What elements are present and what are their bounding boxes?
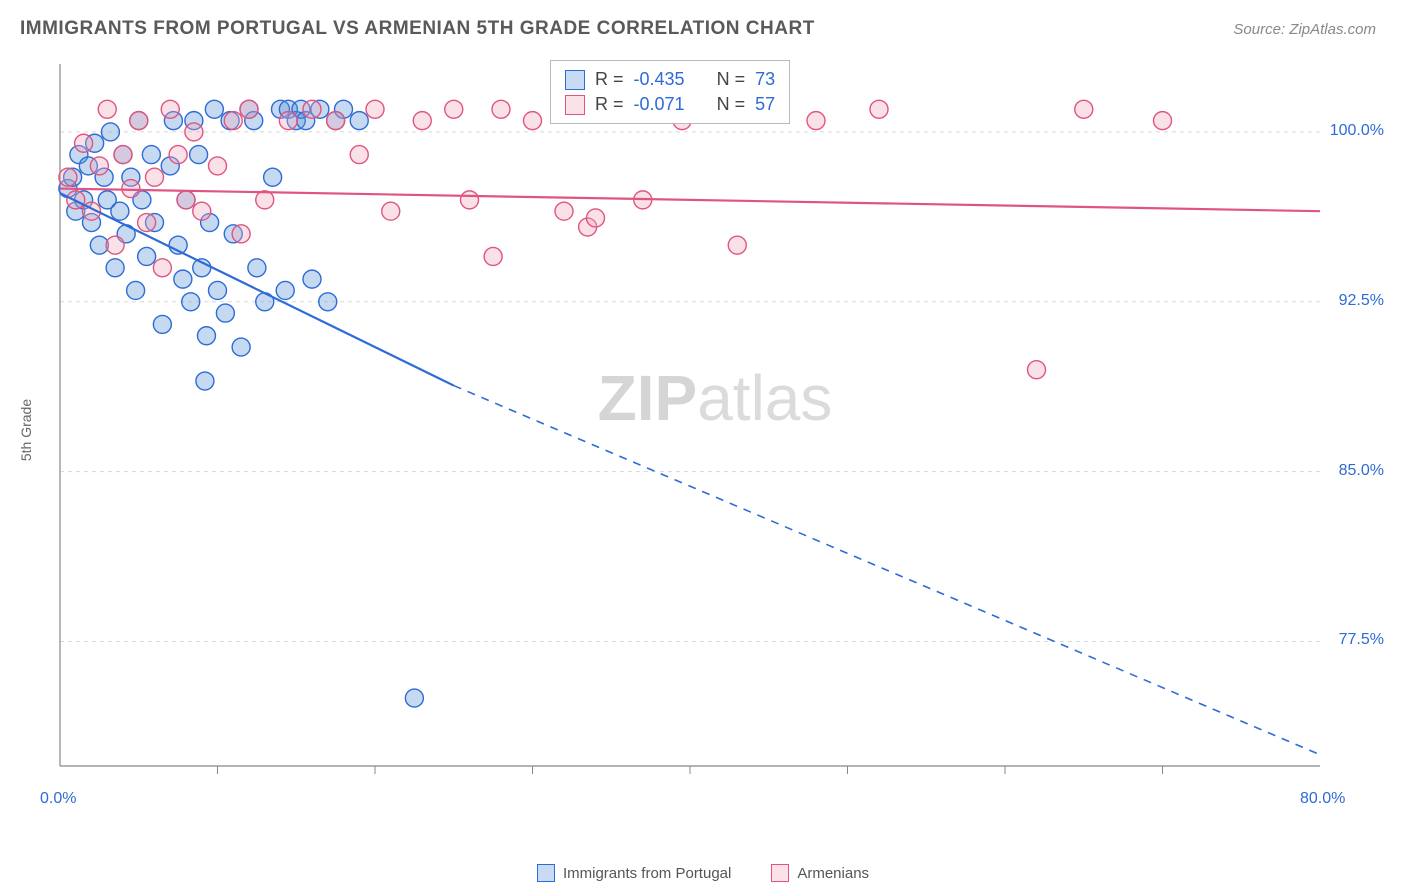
legend-swatch xyxy=(537,864,555,882)
legend-swatch xyxy=(771,864,789,882)
chart-area: ZIPatlas R =-0.435N =73R =-0.071N =57 xyxy=(50,56,1380,816)
r-value: -0.071 xyxy=(634,94,685,115)
source-prefix: Source: xyxy=(1233,21,1289,38)
n-value: 73 xyxy=(755,69,775,90)
r-label: R = xyxy=(595,94,624,115)
r-label: R = xyxy=(595,69,624,90)
legend-label: Armenians xyxy=(797,865,869,882)
legend-swatch xyxy=(565,95,585,115)
source-attribution: Source: ZipAtlas.com xyxy=(1233,21,1376,38)
scatter-plot xyxy=(50,56,1380,816)
x-tick-label: 80.0% xyxy=(1300,790,1345,808)
chart-header: IMMIGRANTS FROM PORTUGAL VS ARMENIAN 5TH… xyxy=(0,0,1406,50)
correlation-legend: R = -0.435 N = 73 R = -0.071 N = 57 xyxy=(550,60,790,124)
y-tick-label: 100.0% xyxy=(1330,122,1384,140)
legend-swatch xyxy=(565,70,585,90)
source-name: ZipAtlas.com xyxy=(1289,21,1376,38)
chart-title: IMMIGRANTS FROM PORTUGAL VS ARMENIAN 5TH… xyxy=(20,18,815,40)
x-tick-label: 0.0% xyxy=(40,790,76,808)
y-axis-label: 5th Grade xyxy=(18,399,34,461)
y-tick-label: 77.5% xyxy=(1339,631,1384,649)
y-tick-label: 92.5% xyxy=(1339,292,1384,310)
n-label: N = xyxy=(717,94,746,115)
legend-stat-row: R = -0.071 N = 57 xyxy=(565,92,775,117)
n-label: N = xyxy=(717,69,746,90)
legend-stat-row: R = -0.435 N = 73 xyxy=(565,67,775,92)
legend-item: Immigrants from Portugal xyxy=(537,864,731,882)
series-legend: Immigrants from Portugal Armenians xyxy=(0,864,1406,882)
legend-label: Immigrants from Portugal xyxy=(563,865,731,882)
n-value: 57 xyxy=(755,94,775,115)
r-value: -0.435 xyxy=(634,69,685,90)
legend-item: Armenians xyxy=(771,864,869,882)
y-tick-label: 85.0% xyxy=(1339,462,1384,480)
